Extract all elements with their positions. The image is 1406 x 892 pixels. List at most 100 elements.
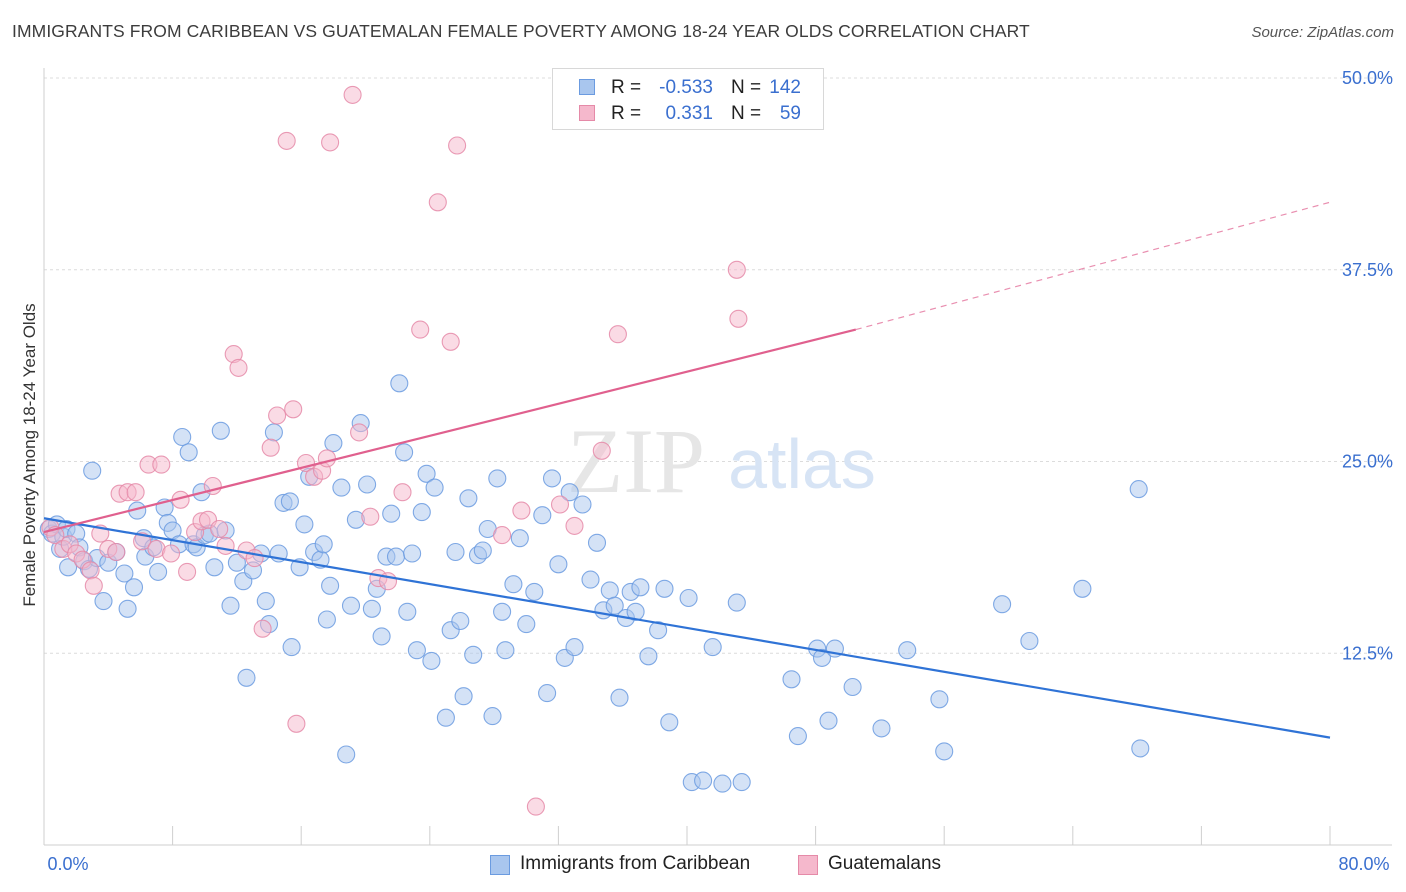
guatemalan-point bbox=[727, 260, 746, 279]
y-tick-label: 37.5% bbox=[1342, 260, 1393, 280]
caribbean-point bbox=[538, 684, 557, 703]
guatemalan-point bbox=[81, 561, 100, 580]
caribbean-point bbox=[264, 423, 283, 442]
caribbean-point bbox=[626, 602, 645, 621]
guatemalan-point bbox=[428, 193, 447, 212]
legend-swatch-pink bbox=[579, 105, 595, 121]
legend-n-label: N = bbox=[731, 77, 762, 98]
caribbean-point bbox=[422, 651, 441, 670]
caribbean-point bbox=[473, 541, 492, 560]
caribbean-point bbox=[694, 771, 713, 790]
guatemalan-point bbox=[287, 714, 306, 733]
caribbean-point bbox=[459, 489, 478, 508]
caribbean-point bbox=[727, 593, 746, 612]
caribbean-point bbox=[655, 579, 674, 598]
caribbean-point bbox=[660, 713, 679, 732]
caribbean-point bbox=[504, 575, 523, 594]
guatemalan-point bbox=[277, 131, 296, 150]
caribbean-point bbox=[483, 707, 502, 726]
caribbean-point bbox=[679, 588, 698, 608]
caribbean-trend-line bbox=[43, 517, 1331, 739]
caribbean-point bbox=[256, 592, 275, 611]
caribbean-point bbox=[425, 478, 444, 497]
caribbean-point bbox=[565, 638, 584, 657]
caribbean-point bbox=[525, 582, 544, 601]
caribbean-point bbox=[417, 464, 436, 483]
caribbean-point bbox=[649, 621, 668, 640]
caribbean-point bbox=[542, 469, 562, 488]
x-tick-label-max: 80.0% bbox=[1338, 854, 1389, 874]
legend-n-value: 142 bbox=[769, 77, 801, 98]
chart-source: Source: ZipAtlas.com bbox=[1251, 24, 1394, 41]
guatemalan-point bbox=[321, 133, 340, 152]
guatemalan-point bbox=[126, 483, 145, 502]
caribbean-point bbox=[451, 611, 470, 631]
guatemalan-point bbox=[84, 576, 103, 595]
caribbean-point bbox=[560, 483, 579, 502]
trend-lines bbox=[43, 201, 1331, 739]
caribbean-point bbox=[403, 544, 422, 563]
y-tick-label: 12.5% bbox=[1342, 643, 1393, 663]
caribbean-point bbox=[872, 719, 891, 738]
caribbean-point bbox=[314, 535, 333, 554]
guatemalan-point bbox=[411, 320, 430, 339]
caribbean-point bbox=[211, 421, 230, 440]
caribbean-point bbox=[713, 774, 732, 793]
guatemalan-trend-extension bbox=[855, 201, 1331, 331]
caribbean-point bbox=[386, 547, 406, 566]
caribbean-point bbox=[993, 595, 1012, 614]
guatemalan-point bbox=[133, 532, 152, 551]
legend-swatch-pink bbox=[798, 855, 818, 875]
caribbean-point bbox=[488, 469, 507, 488]
caribbean-point bbox=[610, 688, 629, 707]
guatemalan-point bbox=[216, 536, 235, 555]
caribbean-point bbox=[812, 648, 832, 667]
caribbean-point bbox=[436, 708, 455, 727]
legend-row-caribbean: R = -0.533 N = 142 bbox=[553, 75, 823, 101]
guatemalan-point bbox=[229, 358, 248, 377]
guatemalan-point bbox=[178, 562, 197, 581]
caribbean-point bbox=[337, 745, 356, 764]
caribbean-point bbox=[1129, 480, 1148, 499]
guatemalan-point bbox=[253, 619, 272, 638]
guatemalan-point bbox=[210, 519, 229, 539]
caribbean-point bbox=[1131, 739, 1150, 758]
caribbean-point bbox=[935, 742, 954, 761]
y-tick-label: 25.0% bbox=[1342, 452, 1393, 472]
caribbean-point bbox=[819, 711, 838, 730]
data-points bbox=[39, 85, 1150, 816]
watermark-atlas: atlas bbox=[728, 425, 876, 503]
caribbean-point bbox=[179, 443, 198, 462]
caribbean-point bbox=[407, 641, 426, 660]
legend-r-value: 0.331 bbox=[665, 103, 713, 124]
guatemalan-point bbox=[393, 483, 412, 502]
legend-r-value: -0.533 bbox=[659, 77, 713, 98]
caribbean-point bbox=[118, 599, 137, 618]
caribbean-point bbox=[496, 641, 515, 660]
legend-swatch-blue bbox=[579, 79, 595, 95]
caribbean-point bbox=[124, 578, 144, 597]
legend-r-label: R = bbox=[611, 103, 642, 124]
x-tick-label-min: 0.0% bbox=[47, 854, 88, 874]
guatemalan-point bbox=[343, 85, 362, 104]
guatemalan-point bbox=[550, 495, 570, 514]
caribbean-point bbox=[317, 610, 336, 629]
caribbean-point bbox=[533, 506, 552, 525]
caribbean-point bbox=[587, 533, 607, 552]
caribbean-point bbox=[549, 555, 568, 574]
y-tick-label: 50.0% bbox=[1342, 68, 1393, 88]
caribbean-point bbox=[843, 677, 862, 697]
watermark-zip: ZIP bbox=[567, 410, 705, 512]
guatemalan-point bbox=[493, 526, 512, 545]
guatemalan-point bbox=[448, 136, 467, 155]
caribbean-point bbox=[930, 690, 949, 709]
watermark: ZIP atlas bbox=[567, 410, 876, 512]
guatemalan-point bbox=[317, 449, 336, 468]
guatemalan-trend-line bbox=[43, 328, 857, 534]
guatemalan-point bbox=[361, 507, 380, 526]
caribbean-point bbox=[898, 641, 917, 660]
guatemalan-point bbox=[565, 516, 584, 535]
caribbean-point bbox=[398, 602, 417, 621]
legend-r-label: R = bbox=[611, 77, 642, 98]
guatemalan-point bbox=[107, 542, 126, 562]
